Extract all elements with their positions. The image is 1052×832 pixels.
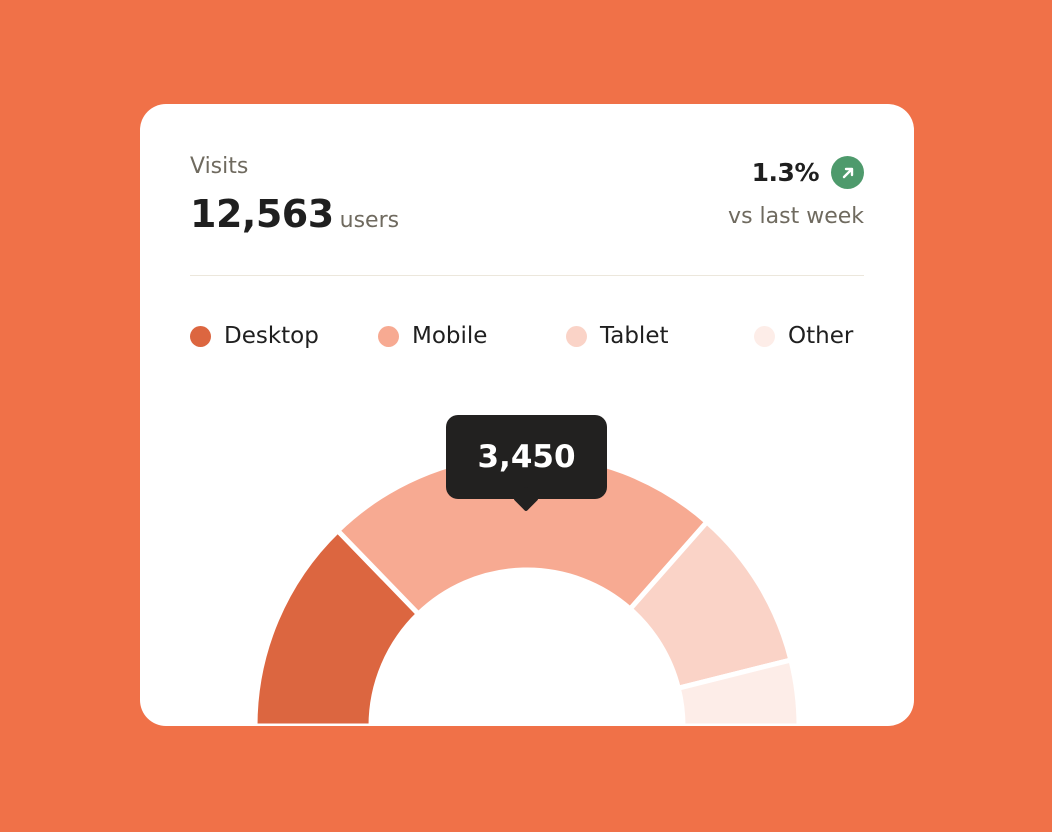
tooltip-value: 3,450 — [477, 439, 576, 475]
chart-tooltip: 3,450 — [446, 415, 607, 499]
legend-label: Desktop — [224, 323, 319, 349]
legend-dot — [754, 325, 775, 347]
legend-item-tablet[interactable]: Tablet — [566, 323, 669, 349]
legend-item-desktop[interactable]: Desktop — [190, 323, 319, 349]
legend-label: Mobile — [412, 323, 488, 349]
visits-title: Visits — [190, 154, 249, 179]
visits-count: 12,563 — [190, 192, 334, 236]
chart-legend: Desktop Mobile Tablet Other — [190, 323, 864, 353]
visits-unit: users — [339, 208, 400, 233]
divider — [190, 275, 864, 276]
legend-dot — [190, 325, 211, 347]
change-percent: 1.3% — [751, 158, 820, 187]
legend-label: Tablet — [600, 323, 669, 349]
legend-dot — [378, 325, 399, 347]
legend-label: Other — [788, 323, 854, 349]
change-subtitle: vs last week — [728, 204, 864, 229]
legend-item-other[interactable]: Other — [754, 323, 853, 349]
arrow-up-right-icon — [831, 156, 864, 189]
legend-dot — [566, 325, 587, 347]
visits-card: Visits 12,563 users 1.3% vs last week Des… — [140, 104, 914, 726]
donut-segment-mobile[interactable] — [334, 451, 711, 618]
visits-value: 12,563 users — [190, 192, 399, 236]
half-donut-chart — [252, 451, 802, 726]
legend-item-mobile[interactable]: Mobile — [378, 323, 487, 349]
donut-segment-other[interactable] — [675, 656, 802, 726]
change-indicator: 1.3% — [752, 156, 864, 189]
